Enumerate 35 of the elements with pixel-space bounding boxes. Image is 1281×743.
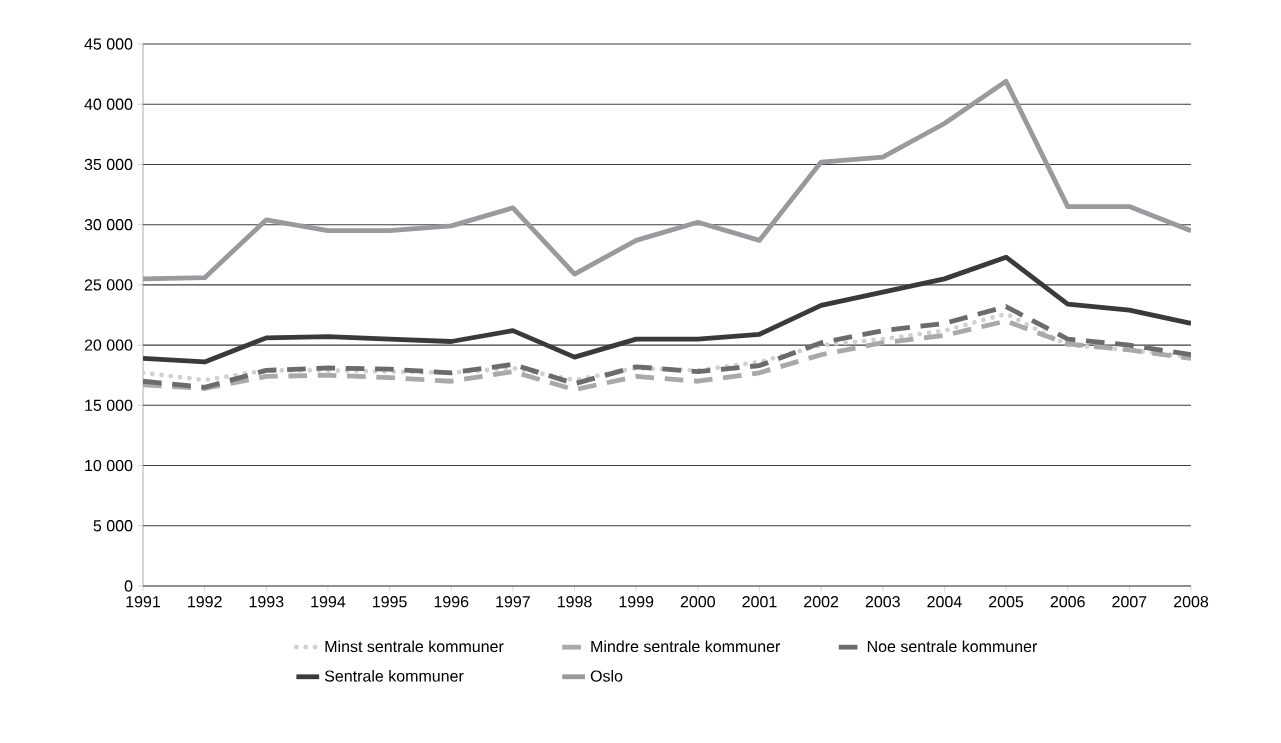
x-tick-label: 2004	[927, 596, 962, 608]
x-tick-label: 2007	[1112, 596, 1147, 608]
y-tick-label: 5 000	[93, 520, 133, 532]
y-tick-label: 45 000	[84, 38, 133, 50]
x-tick-label: 2000	[680, 596, 715, 608]
x-tick-label: 2006	[1050, 596, 1085, 608]
x-tick-label: 1997	[496, 596, 530, 608]
y-tick-label: 40 000	[84, 98, 133, 110]
x-tick-label: 1995	[373, 596, 407, 608]
x-tick-label: 1991	[126, 596, 161, 608]
x-tick-label: 2002	[804, 596, 839, 608]
x-tick-label: 1999	[619, 596, 654, 608]
legend-label: Minst sentrale kommuner	[325, 640, 504, 653]
x-tick-label: 2008	[1174, 596, 1209, 608]
legend-label: Oslo	[590, 669, 623, 682]
legend-label: Noe sentrale kommuner	[867, 640, 1038, 653]
legend-label: Sentrale kommuner	[324, 669, 464, 682]
x-tick-label: 1998	[557, 596, 592, 608]
x-tick-label: 2003	[865, 596, 900, 608]
line-series	[143, 318, 1192, 393]
x-tick-label: 1992	[188, 596, 222, 608]
y-tick-label: 0	[124, 580, 133, 592]
x-tick-label: 1994	[311, 596, 346, 608]
y-tick-label: 15 000	[85, 399, 133, 411]
x-tick-label: 1996	[434, 596, 469, 608]
x-tick-label: 1993	[249, 596, 284, 608]
y-tick-label: 20 000	[84, 339, 133, 351]
line-series	[143, 78, 1192, 282]
y-tick-label: 10 000	[85, 459, 133, 472]
y-tick-label: 25 000	[84, 279, 133, 291]
x-tick-label: 2005	[989, 596, 1024, 608]
legend-label: Mindre sentrale kommuner	[591, 640, 781, 653]
y-tick-label: 35 000	[84, 158, 133, 171]
y-tick-label: 30 000	[84, 219, 133, 231]
x-tick-label: 2001	[742, 596, 777, 608]
